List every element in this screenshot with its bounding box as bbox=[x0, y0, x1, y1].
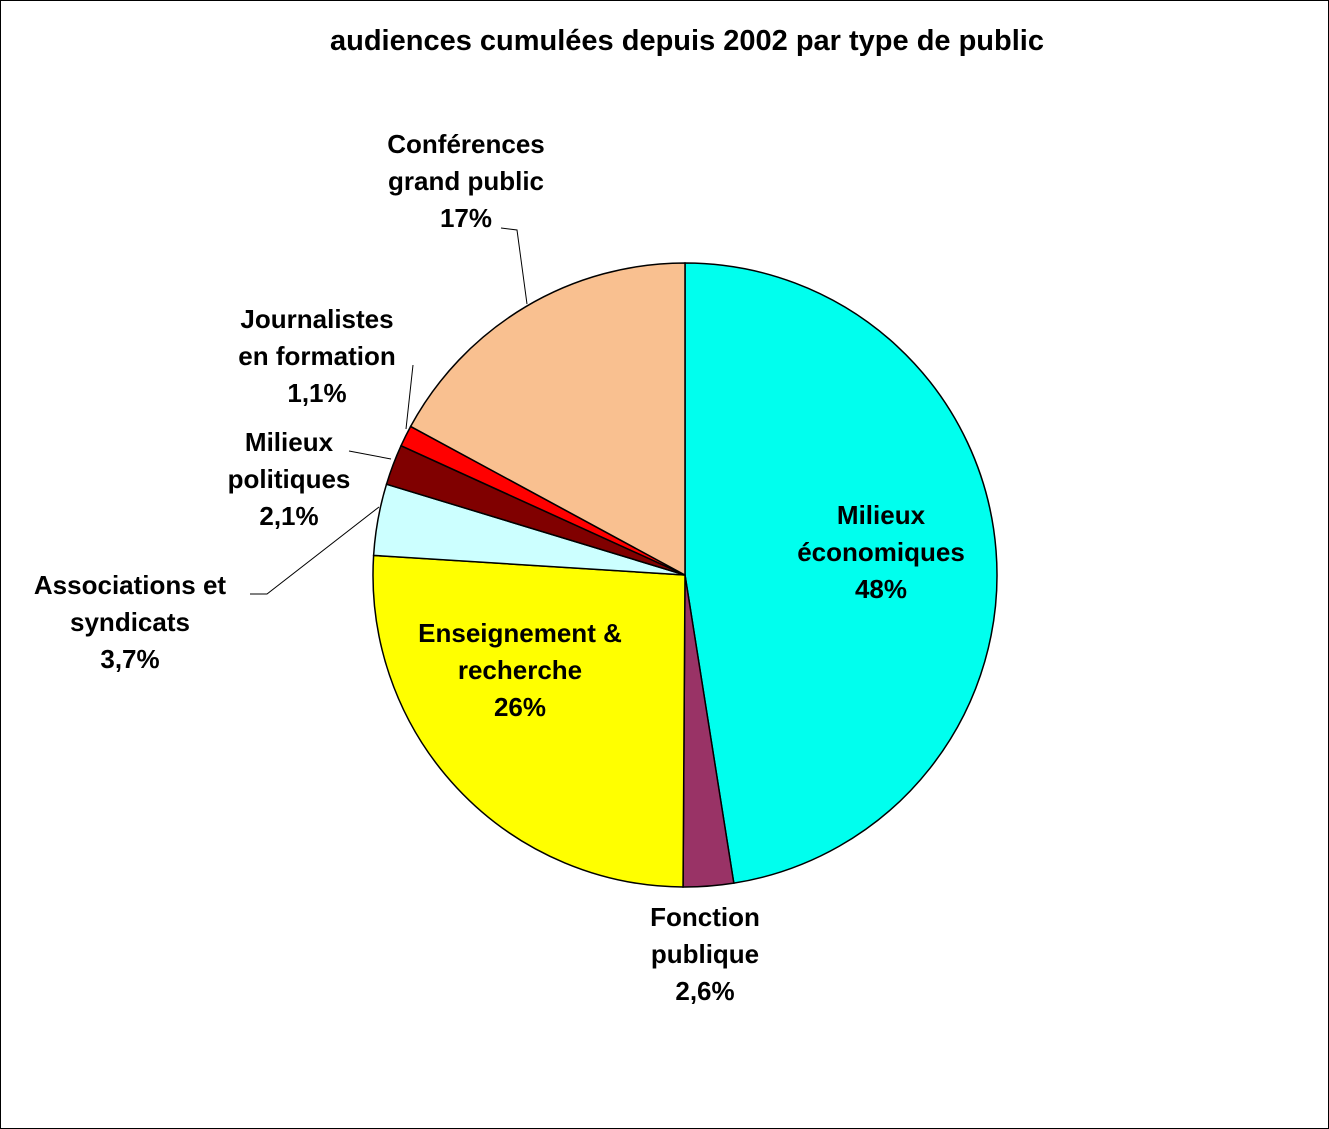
slice-label-journalistes-en-formation: Journalistes en formation 1,1% bbox=[238, 304, 395, 408]
slice-labels: Milieux économiques 48% Fonction publique 2,6… bbox=[34, 129, 965, 1006]
slice-label-milieux-politiques: Milieux politiques 2,1% bbox=[228, 427, 351, 531]
slice-name-line: économiques bbox=[797, 537, 965, 567]
leader-line-conferences-grand-public bbox=[500, 227, 528, 305]
slice-percent-label: 17% bbox=[440, 203, 492, 233]
slice-percent-label: 48% bbox=[855, 574, 907, 604]
slice-percent-label: 1,1% bbox=[287, 378, 346, 408]
pie-slice-conferences-grand-public bbox=[409, 262, 686, 577]
slice-name-line: syndicats bbox=[70, 607, 190, 637]
slice-name-line: Conférences bbox=[387, 129, 545, 159]
slice-label-milieux-economiques: Milieux économiques 48% bbox=[797, 500, 965, 604]
slice-percent-label: 2,6% bbox=[675, 976, 734, 1006]
slice-name-line: Enseignement & bbox=[418, 618, 622, 648]
chart-title: audiences cumulées depuis 2002 par type … bbox=[330, 25, 1044, 57]
slice-label-fonction-publique: Fonction publique 2,6% bbox=[650, 902, 760, 1006]
slice-name-line: Milieux bbox=[837, 500, 926, 530]
leader-line-associations-et-syndicats bbox=[250, 506, 380, 595]
pie-slice-milieux-economiques bbox=[684, 262, 998, 885]
slice-percent-label: 2,1% bbox=[259, 501, 318, 531]
slice-name-line: publique bbox=[651, 939, 759, 969]
slice-name-line: Associations et bbox=[34, 570, 227, 600]
slice-percent-label: 3,7% bbox=[100, 644, 159, 674]
slice-name-line: en formation bbox=[238, 341, 395, 371]
slice-name-line: Fonction bbox=[650, 902, 760, 932]
slice-name-line: Journalistes bbox=[240, 304, 393, 334]
slice-label-conferences-grand-public: Conférences grand public 17% bbox=[387, 129, 545, 233]
leader-line-journalistes-en-formation bbox=[405, 364, 414, 430]
slice-name-line: grand public bbox=[388, 166, 544, 196]
slice-label-enseignement-and-recherche: Enseignement & recherche 26% bbox=[418, 618, 622, 722]
slice-percent-label: 26% bbox=[494, 692, 546, 722]
leader-line-milieux-politiques bbox=[348, 450, 392, 460]
pie-slice-enseignement-and-recherche bbox=[372, 554, 686, 888]
leader-lines bbox=[250, 227, 528, 595]
slice-name-line: politiques bbox=[228, 464, 351, 494]
slice-name-line: recherche bbox=[458, 655, 582, 685]
pie-slices bbox=[372, 262, 998, 888]
slice-name-line: Milieux bbox=[245, 427, 334, 457]
slice-label-associations-et-syndicats: Associations et syndicats 3,7% bbox=[34, 570, 227, 674]
